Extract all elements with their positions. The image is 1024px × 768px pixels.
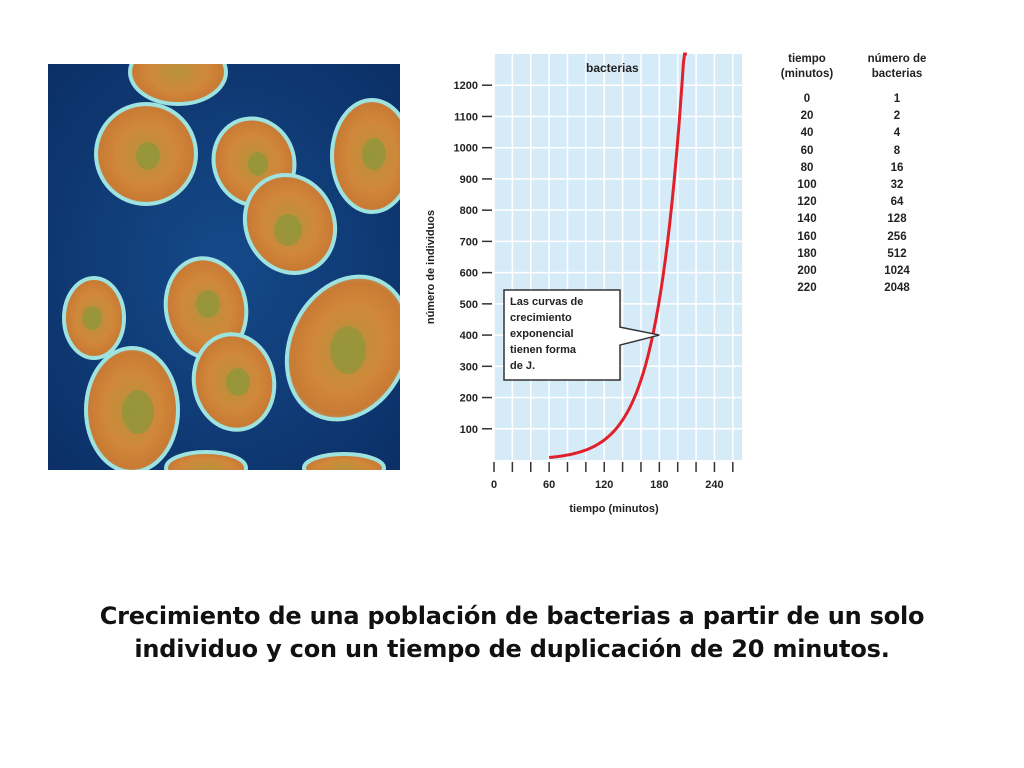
table-cell-count: 64 xyxy=(890,196,904,209)
callout-line: de J. xyxy=(510,360,535,372)
y-axis-title: número de individuos xyxy=(425,210,437,324)
y-tick-label: 500 xyxy=(460,299,478,311)
cell-texture xyxy=(82,138,386,434)
y-tick-label: 1200 xyxy=(454,80,478,92)
y-tick-label: 200 xyxy=(460,393,478,405)
x-axis: 0 60 120 180 240 xyxy=(491,462,734,491)
table-row: 20 2 xyxy=(762,108,942,125)
table-cell-count: 32 xyxy=(890,178,904,191)
table-header-count: número de bacterias xyxy=(867,53,927,80)
series-label: bacterias xyxy=(586,61,639,75)
table-cell-count: 16 xyxy=(890,161,904,174)
callout-text: Las curvas de crecimiento exponencial tiene… xyxy=(510,296,583,372)
table-cell-count: 2048 xyxy=(884,282,910,295)
table-cell-count: 256 xyxy=(887,230,907,243)
table-cell-time: 220 xyxy=(797,282,817,295)
y-tick-label: 700 xyxy=(460,236,478,248)
table-row: 40 4 xyxy=(762,125,942,142)
table-cell-time: 20 xyxy=(800,110,814,123)
table-header: tiempo (minutos) número de bacterias xyxy=(762,52,942,82)
y-tick-label: 100 xyxy=(460,424,478,436)
y-tick-label: 1000 xyxy=(454,143,478,155)
y-tick-label: 400 xyxy=(460,330,478,342)
table-cell-time: 60 xyxy=(800,144,814,157)
table-header-time: tiempo (minutos) xyxy=(780,53,834,80)
table-cell-time: 180 xyxy=(797,247,817,260)
table-cell-count: 8 xyxy=(893,144,901,157)
series-line-bacterias xyxy=(548,52,687,459)
table-cell-time: 80 xyxy=(800,161,814,174)
callout-line: Las curvas de xyxy=(510,296,583,308)
x-tick-label: 180 xyxy=(650,479,668,491)
y-tick-label: 800 xyxy=(460,205,478,217)
table-cell-time: 200 xyxy=(797,264,817,277)
y-tick-label: 1100 xyxy=(454,111,478,123)
callout-box xyxy=(503,289,660,381)
y-tick-label: 300 xyxy=(460,361,478,373)
table-cell-time: 120 xyxy=(797,196,817,209)
table-cell-time: 0 xyxy=(803,93,811,105)
table-row: 220 2048 xyxy=(762,280,942,297)
x-tick-label: 60 xyxy=(543,479,555,491)
table-row: 100 32 xyxy=(762,177,942,194)
table-cell-time: 100 xyxy=(797,178,817,191)
y-tick-label: 600 xyxy=(460,268,478,280)
table-cell-time: 40 xyxy=(800,127,814,140)
bacteria-micrograph xyxy=(48,64,400,470)
x-tick-label: 120 xyxy=(595,479,613,491)
callout-line: crecimiento xyxy=(510,312,572,324)
callout-line: tienen forma xyxy=(510,344,577,356)
x-tick-label: 0 xyxy=(491,479,497,491)
table-cell-count: 1 xyxy=(893,93,901,105)
table-cell-count: 4 xyxy=(893,127,901,140)
y-axis: 100 200 300 400 500 600 700 800 900 1000 1100 1200 xyxy=(454,80,492,436)
table-cell-count: 2 xyxy=(893,110,901,123)
table-row: 140 128 xyxy=(762,211,942,228)
table-cell-time: 140 xyxy=(797,213,817,226)
table-cell-count: 128 xyxy=(887,213,907,226)
x-axis-title: tiempo (minutos) xyxy=(569,503,659,515)
y-tick-label: 900 xyxy=(460,174,478,186)
table-row: 120 64 xyxy=(762,194,942,211)
plot-background xyxy=(494,54,742,460)
callout: Las curvas de crecimiento exponencial tiene… xyxy=(503,289,660,381)
table-cell-time: 160 xyxy=(797,230,817,243)
table-cell-count: 512 xyxy=(887,247,907,260)
table-body: 0 1 20 2 40 4 60 8 80 16 100 32 120 64 140 128 160 256 180… xyxy=(762,91,942,297)
table-row: 200 1024 xyxy=(762,263,942,280)
x-tick-label: 240 xyxy=(705,479,723,491)
table-row: 160 256 xyxy=(762,229,942,246)
table-row: 80 16 xyxy=(762,160,942,177)
callout-line: exponencial xyxy=(510,328,574,340)
table-cell-count: 1024 xyxy=(884,264,910,277)
table-row: 60 8 xyxy=(762,143,942,160)
grid-lines xyxy=(493,54,742,460)
figure-caption: Crecimiento de una población de bacteria… xyxy=(99,602,925,663)
table-row: 180 512 xyxy=(762,246,942,263)
